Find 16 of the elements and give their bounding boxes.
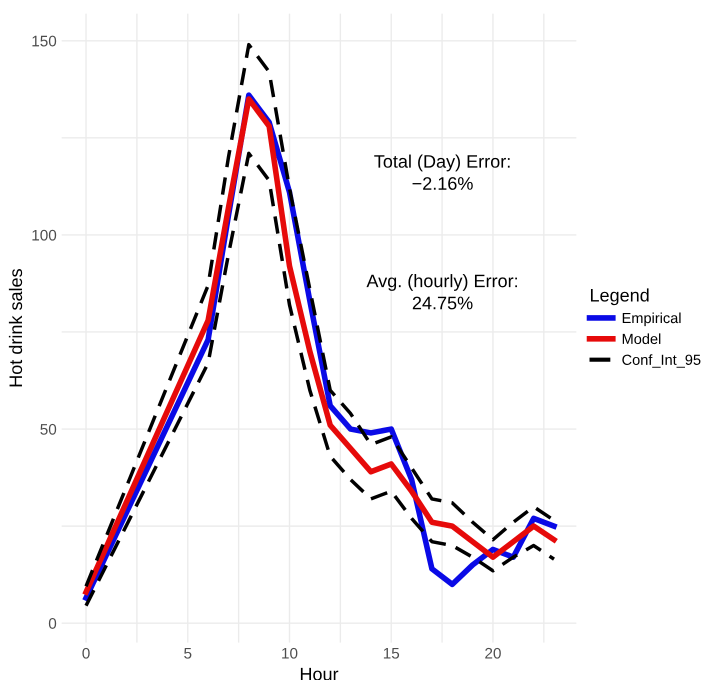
x-tick-label: 10 xyxy=(282,648,298,659)
legend-title: Legend xyxy=(590,288,649,306)
legend-label: Conf_Int_95 xyxy=(622,354,700,368)
x-tick-label: 5 xyxy=(184,648,192,659)
y-tick-label: 50 xyxy=(40,424,56,435)
x-tick-label: 20 xyxy=(485,648,501,659)
y-tick-label: 100 xyxy=(32,230,56,241)
y-tick-label: 150 xyxy=(32,36,56,46)
x-tick-label: 15 xyxy=(384,648,400,659)
x-tick-label: 0 xyxy=(82,648,90,659)
y-axis-title: Hot drink sales xyxy=(8,269,22,386)
y-tick-label: 0 xyxy=(48,618,56,629)
legend-label: Empirical xyxy=(622,312,681,326)
annotation: Total (Day) Error: −2.16% xyxy=(374,154,510,190)
annotation: Avg. (hourly) Error: 24.75% xyxy=(366,274,517,310)
legend-label: Model xyxy=(622,333,660,344)
